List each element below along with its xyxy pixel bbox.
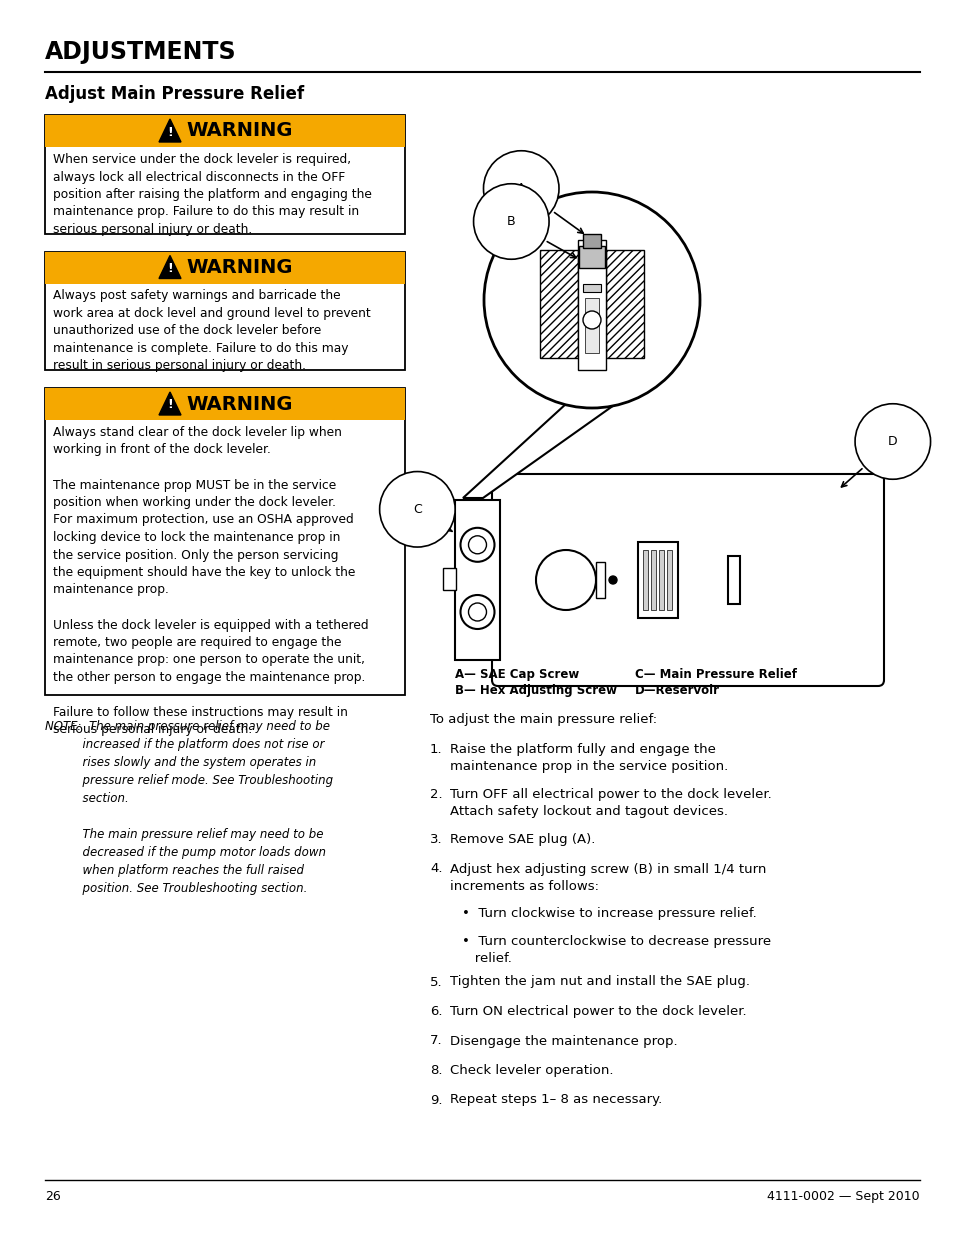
Text: 4.: 4. bbox=[430, 862, 442, 876]
Text: B: B bbox=[506, 215, 576, 258]
Text: 1.: 1. bbox=[430, 743, 442, 756]
Text: Always post safety warnings and barricade the
work area at dock level and ground: Always post safety warnings and barricad… bbox=[53, 289, 371, 373]
Circle shape bbox=[460, 595, 494, 629]
Text: A: A bbox=[517, 182, 582, 233]
Bar bbox=[455, 500, 499, 659]
Text: ADJUSTMENTS: ADJUSTMENTS bbox=[45, 40, 236, 64]
Bar bbox=[45, 252, 405, 370]
Text: 26: 26 bbox=[45, 1191, 61, 1203]
Text: 2.: 2. bbox=[430, 788, 442, 802]
Bar bbox=[45, 115, 405, 147]
Text: C: C bbox=[413, 503, 452, 531]
Text: 5.: 5. bbox=[430, 976, 442, 988]
Text: When service under the dock leveler is required,
always lock all electrical disc: When service under the dock leveler is r… bbox=[53, 153, 372, 236]
Text: !: ! bbox=[167, 126, 172, 138]
Bar bbox=[584, 298, 598, 353]
Text: C— Main Pressure Relief: C— Main Pressure Relief bbox=[635, 668, 796, 680]
Text: •  Turn clockwise to increase pressure relief.: • Turn clockwise to increase pressure re… bbox=[461, 908, 756, 920]
Bar bbox=[578, 246, 604, 268]
Text: 8.: 8. bbox=[430, 1065, 442, 1077]
Bar bbox=[659, 550, 663, 610]
Text: WARNING: WARNING bbox=[186, 121, 293, 141]
Bar bbox=[45, 252, 405, 284]
Bar bbox=[638, 542, 678, 618]
Text: Always stand clear of the dock leveler lip when
working in front of the dock lev: Always stand clear of the dock leveler l… bbox=[53, 426, 368, 736]
Bar bbox=[727, 556, 740, 604]
Bar bbox=[45, 115, 405, 233]
Text: 6.: 6. bbox=[430, 1005, 442, 1018]
Bar bbox=[642, 550, 647, 610]
Circle shape bbox=[468, 603, 486, 621]
Text: D: D bbox=[841, 435, 897, 487]
Bar bbox=[539, 249, 578, 358]
Text: !: ! bbox=[167, 262, 172, 275]
Text: 3.: 3. bbox=[430, 832, 442, 846]
Text: Adjust Main Pressure Relief: Adjust Main Pressure Relief bbox=[45, 85, 304, 103]
Text: Turn ON electrical power to the dock leveler.: Turn ON electrical power to the dock lev… bbox=[450, 1005, 746, 1018]
Text: A— SAE Cap Screw: A— SAE Cap Screw bbox=[455, 668, 578, 680]
Text: Disengage the maintenance prop.: Disengage the maintenance prop. bbox=[450, 1035, 677, 1047]
Bar bbox=[605, 249, 643, 358]
Polygon shape bbox=[462, 403, 617, 498]
Text: B— Hex Adjusting Screw: B— Hex Adjusting Screw bbox=[455, 684, 617, 697]
Bar bbox=[578, 240, 605, 370]
Text: Check leveler operation.: Check leveler operation. bbox=[450, 1065, 613, 1077]
Bar bbox=[45, 388, 405, 420]
Circle shape bbox=[483, 191, 700, 408]
Circle shape bbox=[582, 311, 600, 329]
Text: D—Reservoir: D—Reservoir bbox=[635, 684, 720, 697]
Text: Tighten the jam nut and install the SAE plug.: Tighten the jam nut and install the SAE … bbox=[450, 976, 749, 988]
Bar bbox=[582, 284, 600, 291]
Polygon shape bbox=[159, 256, 181, 279]
Text: WARNING: WARNING bbox=[186, 394, 293, 414]
Circle shape bbox=[468, 536, 486, 553]
Polygon shape bbox=[159, 391, 181, 415]
Bar bbox=[650, 550, 656, 610]
Text: Remove SAE plug (A).: Remove SAE plug (A). bbox=[450, 832, 595, 846]
Bar bbox=[666, 550, 671, 610]
Text: To adjust the main pressure relief:: To adjust the main pressure relief: bbox=[430, 713, 657, 726]
Circle shape bbox=[536, 550, 596, 610]
Text: 9.: 9. bbox=[430, 1093, 442, 1107]
Bar bbox=[582, 233, 600, 248]
Circle shape bbox=[608, 576, 617, 584]
Text: 7.: 7. bbox=[430, 1035, 442, 1047]
Text: Turn OFF all electrical power to the dock leveler.
Attach safety lockout and tag: Turn OFF all electrical power to the doc… bbox=[450, 788, 771, 818]
Circle shape bbox=[460, 527, 494, 562]
Text: !: ! bbox=[167, 399, 172, 411]
Text: 4111-0002 — Sept 2010: 4111-0002 — Sept 2010 bbox=[766, 1191, 919, 1203]
Bar bbox=[45, 388, 405, 695]
Text: Repeat steps 1– 8 as necessary.: Repeat steps 1– 8 as necessary. bbox=[450, 1093, 661, 1107]
Bar bbox=[442, 568, 456, 590]
Text: Adjust hex adjusting screw (B) in small 1/4 turn
increments as follows:: Adjust hex adjusting screw (B) in small … bbox=[450, 862, 765, 893]
Text: Raise the platform fully and engage the
maintenance prop in the service position: Raise the platform fully and engage the … bbox=[450, 743, 727, 773]
Text: •  Turn counterclockwise to decrease pressure
   relief.: • Turn counterclockwise to decrease pres… bbox=[461, 935, 770, 966]
Text: NOTE:  The main pressure relief may need to be
          increased if the platfo: NOTE: The main pressure relief may need … bbox=[45, 720, 333, 895]
Bar bbox=[596, 562, 604, 598]
FancyBboxPatch shape bbox=[492, 474, 883, 685]
Text: WARNING: WARNING bbox=[186, 258, 293, 277]
Polygon shape bbox=[159, 119, 181, 142]
